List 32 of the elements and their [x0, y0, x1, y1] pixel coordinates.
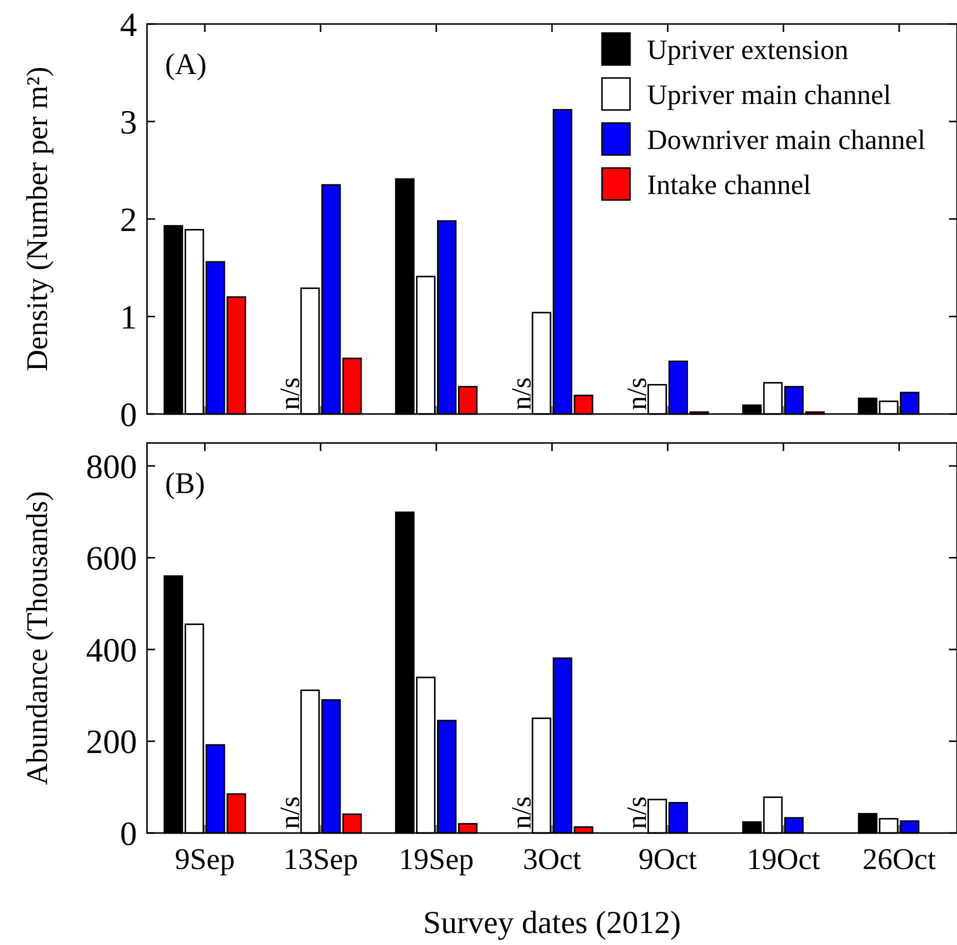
y-tick-label: 2 — [120, 202, 137, 239]
annotation: n/s — [275, 377, 306, 410]
x-tick-label: 9Sep — [174, 843, 235, 876]
x-tick-label: 19Oct — [746, 843, 821, 876]
annotation: (B) — [165, 467, 205, 500]
annotation: n/s — [275, 796, 306, 829]
y-tick-label: 400 — [86, 632, 137, 670]
annotation: n/s — [506, 377, 538, 410]
x-tick-label: 26Oct — [862, 843, 936, 876]
y-tick-label: 800 — [86, 448, 137, 486]
x-tick-label: 13Sep — [283, 843, 358, 876]
legend-label: Upriver extension — [647, 34, 848, 66]
legend-label: Intake channel — [647, 170, 812, 201]
x-tick-label: 9Oct — [638, 843, 698, 876]
legend-label: Downriver main channel — [647, 124, 926, 156]
legend-label: Upriver main channel — [647, 80, 892, 111]
y-axis-title: Abundance (Thousands) — [21, 490, 54, 786]
y-tick-label: 0 — [120, 396, 137, 434]
y-axis-title: Density (Number per m²) — [21, 66, 54, 372]
x-axis-title: Survey dates (2012) — [423, 904, 681, 940]
annotation: n/s — [506, 796, 538, 829]
y-tick-label: 1 — [120, 299, 137, 336]
y-tick-label: 4 — [120, 6, 137, 44]
y-tick-label: 200 — [86, 724, 137, 762]
annotation: n/s — [622, 377, 654, 410]
y-tick-label: 0 — [120, 816, 137, 853]
annotation: (A) — [165, 48, 207, 81]
annotation: n/s — [622, 796, 654, 829]
x-tick-label: 3Oct — [522, 843, 582, 876]
y-tick-label: 600 — [86, 540, 137, 578]
y-tick-label: 3 — [120, 104, 137, 142]
x-tick-label: 19Sep — [398, 843, 474, 876]
